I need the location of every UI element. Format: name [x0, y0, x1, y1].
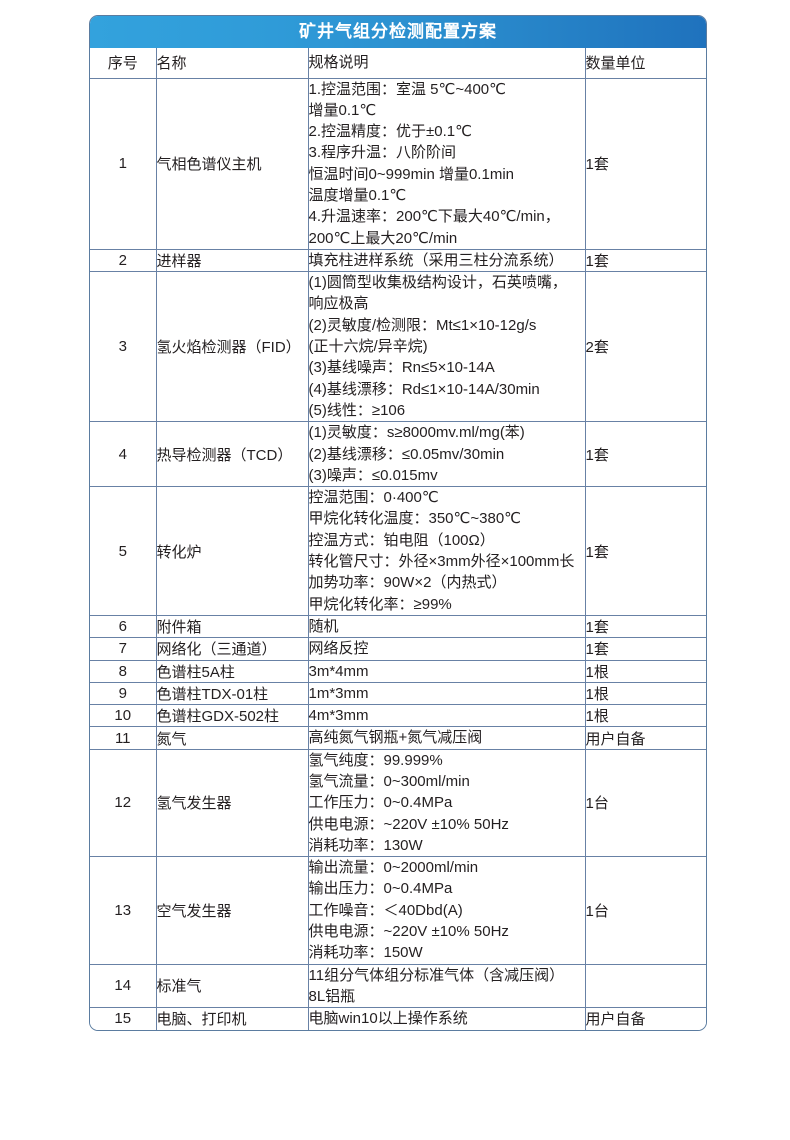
item-name: 空气发生器	[155, 856, 309, 965]
item-spec: 网络反控	[307, 637, 586, 661]
document-title-bar: 矿井气组分检测配置方案	[90, 16, 706, 48]
column-header-no: 序号	[90, 48, 157, 79]
item-spec: 填充柱进样系统（采用三柱分流系统）	[307, 248, 586, 273]
item-name: 热导检测器（TCD）	[155, 421, 309, 488]
column-header-name: 名称	[155, 48, 309, 79]
item-name: 色谱柱5A柱	[155, 659, 309, 683]
row-index: 3	[90, 271, 157, 423]
item-name: 标准气	[155, 963, 309, 1009]
table-row: 6 附件箱 随机 1套	[90, 614, 706, 639]
item-quantity	[584, 963, 706, 1009]
table-row: 5 转化炉 控温范围：0·400℃ 甲烷化转化温度：350℃~380℃ 控温方式…	[90, 486, 706, 616]
item-name: 气相色谱仪主机	[155, 77, 309, 250]
table-row: 12 氢气发生器 氢气纯度：99.999% 氢气流量：0~300ml/min 工…	[90, 748, 706, 858]
table-row: 14 标准气 11组分气体组分标准气体（含减压阀） 8L铝瓶	[90, 963, 706, 1009]
item-spec: 随机	[307, 614, 586, 639]
row-index: 7	[90, 637, 157, 661]
row-index: 4	[90, 421, 157, 488]
row-index: 6	[90, 614, 157, 639]
table-header-row: 序号 名称 规格说明 数量单位	[90, 48, 706, 79]
item-quantity: 1套	[584, 77, 706, 250]
item-spec: 电脑win10以上操作系统	[307, 1007, 586, 1030]
item-spec: 1m*3mm	[307, 681, 586, 706]
table-row: 3 氢火焰检测器（FID） (1)圆筒型收集极结构设计，石英喷嘴， 响应极高 (…	[90, 271, 706, 423]
item-quantity: 用户自备	[584, 1007, 706, 1030]
item-quantity: 1套	[584, 614, 706, 639]
item-quantity: 1套	[584, 421, 706, 488]
table-row: 10 色谱柱GDX-502柱 4m*3mm 1根	[90, 704, 706, 728]
row-index: 13	[90, 856, 157, 965]
item-spec: (1)圆筒型收集极结构设计，石英喷嘴， 响应极高 (2)灵敏度/检测限：Mt≤1…	[307, 271, 586, 423]
configuration-spec-table: 序号 名称 规格说明 数量单位 1 气相色谱仪主机 1.控温范围：室温 5℃~4…	[90, 48, 706, 1030]
item-spec: 高纯氮气钢瓶+氮气减压阀	[307, 726, 586, 750]
table-row: 1 气相色谱仪主机 1.控温范围：室温 5℃~400℃ 增量0.1℃ 2.控温精…	[90, 77, 706, 250]
table-row: 8 色谱柱5A柱 3m*4mm 1根	[90, 659, 706, 683]
column-header-spec: 规格说明	[307, 48, 586, 79]
row-index: 9	[90, 681, 157, 706]
spec-table-container: 矿井气组分检测配置方案 序号 名称 规格说明 数量单位 1 气相色谱仪主	[89, 15, 707, 1031]
item-name: 色谱柱GDX-502柱	[155, 704, 309, 728]
item-spec: 3m*4mm	[307, 659, 586, 683]
item-name: 氢气发生器	[155, 748, 309, 858]
item-quantity: 1根	[584, 704, 706, 728]
item-spec: 氢气纯度：99.999% 氢气流量：0~300ml/min 工作压力：0~0.4…	[307, 748, 586, 858]
item-quantity: 2套	[584, 271, 706, 423]
table-row: 9 色谱柱TDX-01柱 1m*3mm 1根	[90, 681, 706, 706]
column-header-qty: 数量单位	[584, 48, 706, 79]
row-index: 8	[90, 659, 157, 683]
row-index: 15	[90, 1007, 157, 1030]
table-row: 11 氮气 高纯氮气钢瓶+氮气减压阀 用户自备	[90, 726, 706, 750]
item-spec: 11组分气体组分标准气体（含减压阀） 8L铝瓶	[307, 963, 586, 1009]
table-row: 13 空气发生器 输出流量：0~2000ml/min 输出压力：0~0.4MPa…	[90, 856, 706, 965]
item-spec: 1.控温范围：室温 5℃~400℃ 增量0.1℃ 2.控温精度：优于±0.1℃ …	[307, 77, 586, 250]
item-spec: 输出流量：0~2000ml/min 输出压力：0~0.4MPa 工作噪音：＜40…	[307, 856, 586, 965]
table-row: 2 进样器 填充柱进样系统（采用三柱分流系统） 1套	[90, 248, 706, 273]
item-name: 进样器	[155, 248, 309, 273]
item-name: 网络化（三通道）	[155, 637, 309, 661]
item-quantity: 1根	[584, 659, 706, 683]
item-name: 氢火焰检测器（FID）	[155, 271, 309, 423]
item-name: 附件箱	[155, 614, 309, 639]
item-name: 氮气	[155, 726, 309, 750]
table-body: 1 气相色谱仪主机 1.控温范围：室温 5℃~400℃ 增量0.1℃ 2.控温精…	[90, 77, 706, 1030]
item-spec: 控温范围：0·400℃ 甲烷化转化温度：350℃~380℃ 控温方式：铂电阻（1…	[307, 486, 586, 616]
item-quantity: 1根	[584, 681, 706, 706]
row-index: 14	[90, 963, 157, 1009]
item-quantity: 1台	[584, 748, 706, 858]
item-spec: 4m*3mm	[307, 704, 586, 728]
item-name: 转化炉	[155, 486, 309, 616]
table-row: 4 热导检测器（TCD） (1)灵敏度：s≥8000mv.ml/mg(苯) (2…	[90, 421, 706, 488]
item-quantity: 1套	[584, 486, 706, 616]
table-row: 15 电脑、打印机 电脑win10以上操作系统 用户自备	[90, 1007, 706, 1030]
item-name: 色谱柱TDX-01柱	[155, 681, 309, 706]
row-index: 10	[90, 704, 157, 728]
item-name: 电脑、打印机	[155, 1007, 309, 1030]
item-quantity: 用户自备	[584, 726, 706, 750]
item-quantity: 1套	[584, 637, 706, 661]
row-index: 12	[90, 748, 157, 858]
row-index: 11	[90, 726, 157, 750]
item-quantity: 1套	[584, 248, 706, 273]
table-row: 7 网络化（三通道） 网络反控 1套	[90, 637, 706, 661]
row-index: 5	[90, 486, 157, 616]
row-index: 2	[90, 248, 157, 273]
item-spec: (1)灵敏度：s≥8000mv.ml/mg(苯) (2)基线漂移：≤0.05mv…	[307, 421, 586, 488]
row-index: 1	[90, 77, 157, 250]
table-header: 序号 名称 规格说明 数量单位	[90, 48, 706, 79]
item-quantity: 1台	[584, 856, 706, 965]
